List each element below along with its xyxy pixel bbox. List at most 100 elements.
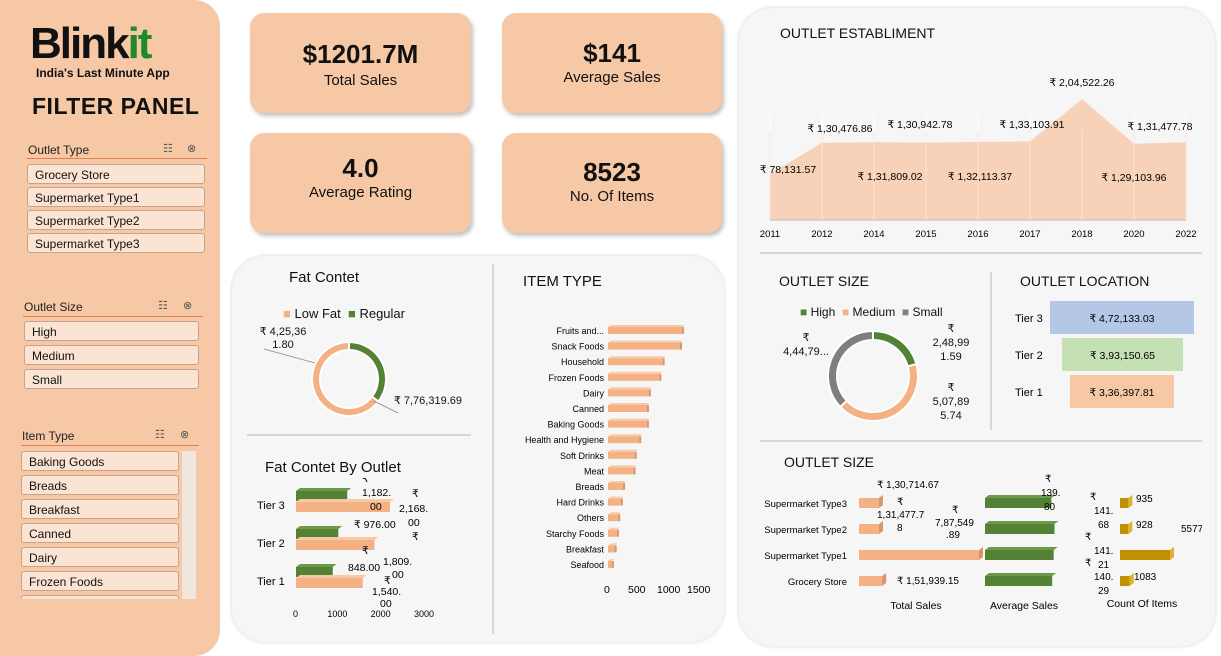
tick-label: 500 [628, 584, 646, 596]
tick-label: 2018 [1071, 229, 1092, 240]
category-label: Seafood [570, 560, 604, 570]
kpi-total-sales: $1201.7M Total Sales [250, 13, 471, 113]
slicer-item[interactable]: Dairy [21, 547, 179, 567]
bar [608, 327, 682, 334]
slicer-item[interactable]: Frozen Foods [21, 571, 179, 591]
outlet-type-matrix-chart: Supermarket Type3 Supermarket Type2 Superm… [764, 474, 1202, 612]
clear-filter-icon[interactable]: ⊗ [187, 143, 197, 155]
donut-slice [872, 329, 918, 368]
slicer-item[interactable]: Breads [21, 475, 179, 495]
legend-label: Regular [359, 306, 405, 321]
bar-side [1128, 521, 1133, 534]
data-label: ₹ 3,93,150.65 [1090, 350, 1155, 362]
outlet-size-title: OUTLET SIZE [779, 273, 869, 289]
bar [608, 498, 621, 506]
outlet-type-slicer-label: Outlet Type [28, 143, 90, 157]
bar-side [648, 389, 651, 397]
category-label: Others [577, 513, 605, 523]
category-label: Supermarket Type2 [764, 525, 847, 536]
series-title: Count Of Items [1107, 598, 1178, 610]
tick-label: 2017 [1019, 229, 1040, 240]
clear-filter-icon[interactable]: ⊗ [180, 429, 190, 441]
category-label: Tier 1 [1015, 387, 1043, 399]
legend-label: High [810, 305, 836, 319]
bar-top [608, 403, 650, 405]
data-label: ₹ [1085, 558, 1091, 569]
bar-side [878, 495, 883, 508]
slicer-item[interactable]: Small [24, 369, 199, 389]
bar [608, 405, 647, 412]
data-label: 140. [1094, 572, 1113, 583]
bar-low-fat [296, 502, 390, 512]
category-label: Meat [584, 466, 605, 476]
kpi-label: Total Sales [323, 72, 398, 89]
data-label: ₹ 1,33,103.91 [999, 119, 1064, 131]
data-label: 21 [1098, 560, 1110, 571]
data-label: 928 [1136, 520, 1153, 531]
bar-regular [296, 567, 333, 577]
category-label: Snack Foods [551, 342, 604, 352]
kpi-label: No. Of Items [569, 188, 655, 205]
data-label: 1,809. [383, 556, 412, 568]
slicer-item[interactable]: Medium [24, 345, 199, 365]
bar-side [659, 373, 662, 381]
bar-side [879, 521, 884, 534]
kpi-no-of-items: 8523 No. Of Items [502, 133, 722, 233]
outlet-establishment-chart: 2011 2012 2014 2015 2016 2017 2018 2020 2022 ₹ 78… [760, 77, 1197, 240]
multi-select-icon[interactable]: ☷ [155, 429, 165, 441]
category-label: Dairy [583, 388, 605, 398]
slicer-item[interactable]: Canned [21, 523, 179, 543]
slicer-item[interactable]: Breakfast [21, 499, 179, 519]
item-type-title: ITEM TYPE [523, 273, 602, 290]
data-label: 139. [1041, 488, 1060, 499]
category-label: Tier 2 [257, 538, 285, 550]
kpi-average-rating: 4.0 Average Rating [250, 133, 471, 233]
data-label: ₹ 5,07,89 5.74 [932, 382, 970, 422]
multi-select-icon[interactable]: ☷ [163, 143, 173, 155]
slicer-item[interactable]: Grocery Store [27, 164, 205, 184]
bar-side [1170, 547, 1174, 560]
tick-label: 2015 [915, 229, 936, 240]
bar-side [634, 451, 637, 459]
data-label: 5577 [1181, 524, 1202, 535]
tick-label: 2014 [863, 229, 884, 240]
bar-top [608, 356, 666, 359]
slicer-item[interactable]: Supermarket Type2 [27, 210, 205, 230]
bar-top [985, 573, 1057, 576]
category-label: Household [561, 357, 604, 367]
tick-label: 0 [604, 584, 610, 596]
slicer-item[interactable]: Baking Goods [21, 451, 179, 471]
bar-top [608, 496, 624, 499]
data-label: ₹ 1,31,809.02 [857, 171, 922, 183]
data-label: .89 [946, 530, 960, 541]
slicer-item[interactable]: High [24, 321, 199, 341]
bar-side [633, 467, 636, 475]
brand-tagline: India's Last Minute App [36, 66, 170, 80]
slicer-scrollbar[interactable] [182, 451, 196, 599]
data-label: 7,87,549 [935, 518, 974, 529]
slicer-item[interactable]: Supermarket Type3 [27, 233, 205, 253]
category-label: Breakfast [566, 544, 605, 554]
slicer-item[interactable]: Supermarket Type1 [27, 187, 205, 207]
bar-regular [296, 529, 339, 539]
bar-side [1128, 495, 1133, 508]
data-label: ₹ 1,32,113.37 [948, 171, 1012, 183]
bar [608, 467, 634, 475]
slicer-item[interactable] [21, 595, 179, 599]
multi-select-icon[interactable]: ☷ [158, 300, 168, 312]
clear-filter-icon[interactable]: ⊗ [183, 300, 193, 312]
bar [608, 529, 617, 537]
tick-label: 2012 [811, 229, 832, 240]
legend-swatch: ■ [800, 305, 808, 319]
bar-count [1120, 498, 1129, 508]
bar-side [680, 342, 682, 350]
panel-divider [760, 252, 1202, 254]
legend-label: Medium [852, 305, 896, 319]
fat-by-outlet-title: Fat Contet By Outlet [265, 459, 401, 476]
tick-label: 1000 [657, 584, 681, 596]
bar [1050, 301, 1194, 334]
kpi-value: 4.0 [342, 153, 379, 183]
outlet-size-slicer-label: Outlet Size [24, 300, 83, 314]
data-label: 00 [380, 598, 392, 610]
data-label: 8 [897, 523, 903, 534]
